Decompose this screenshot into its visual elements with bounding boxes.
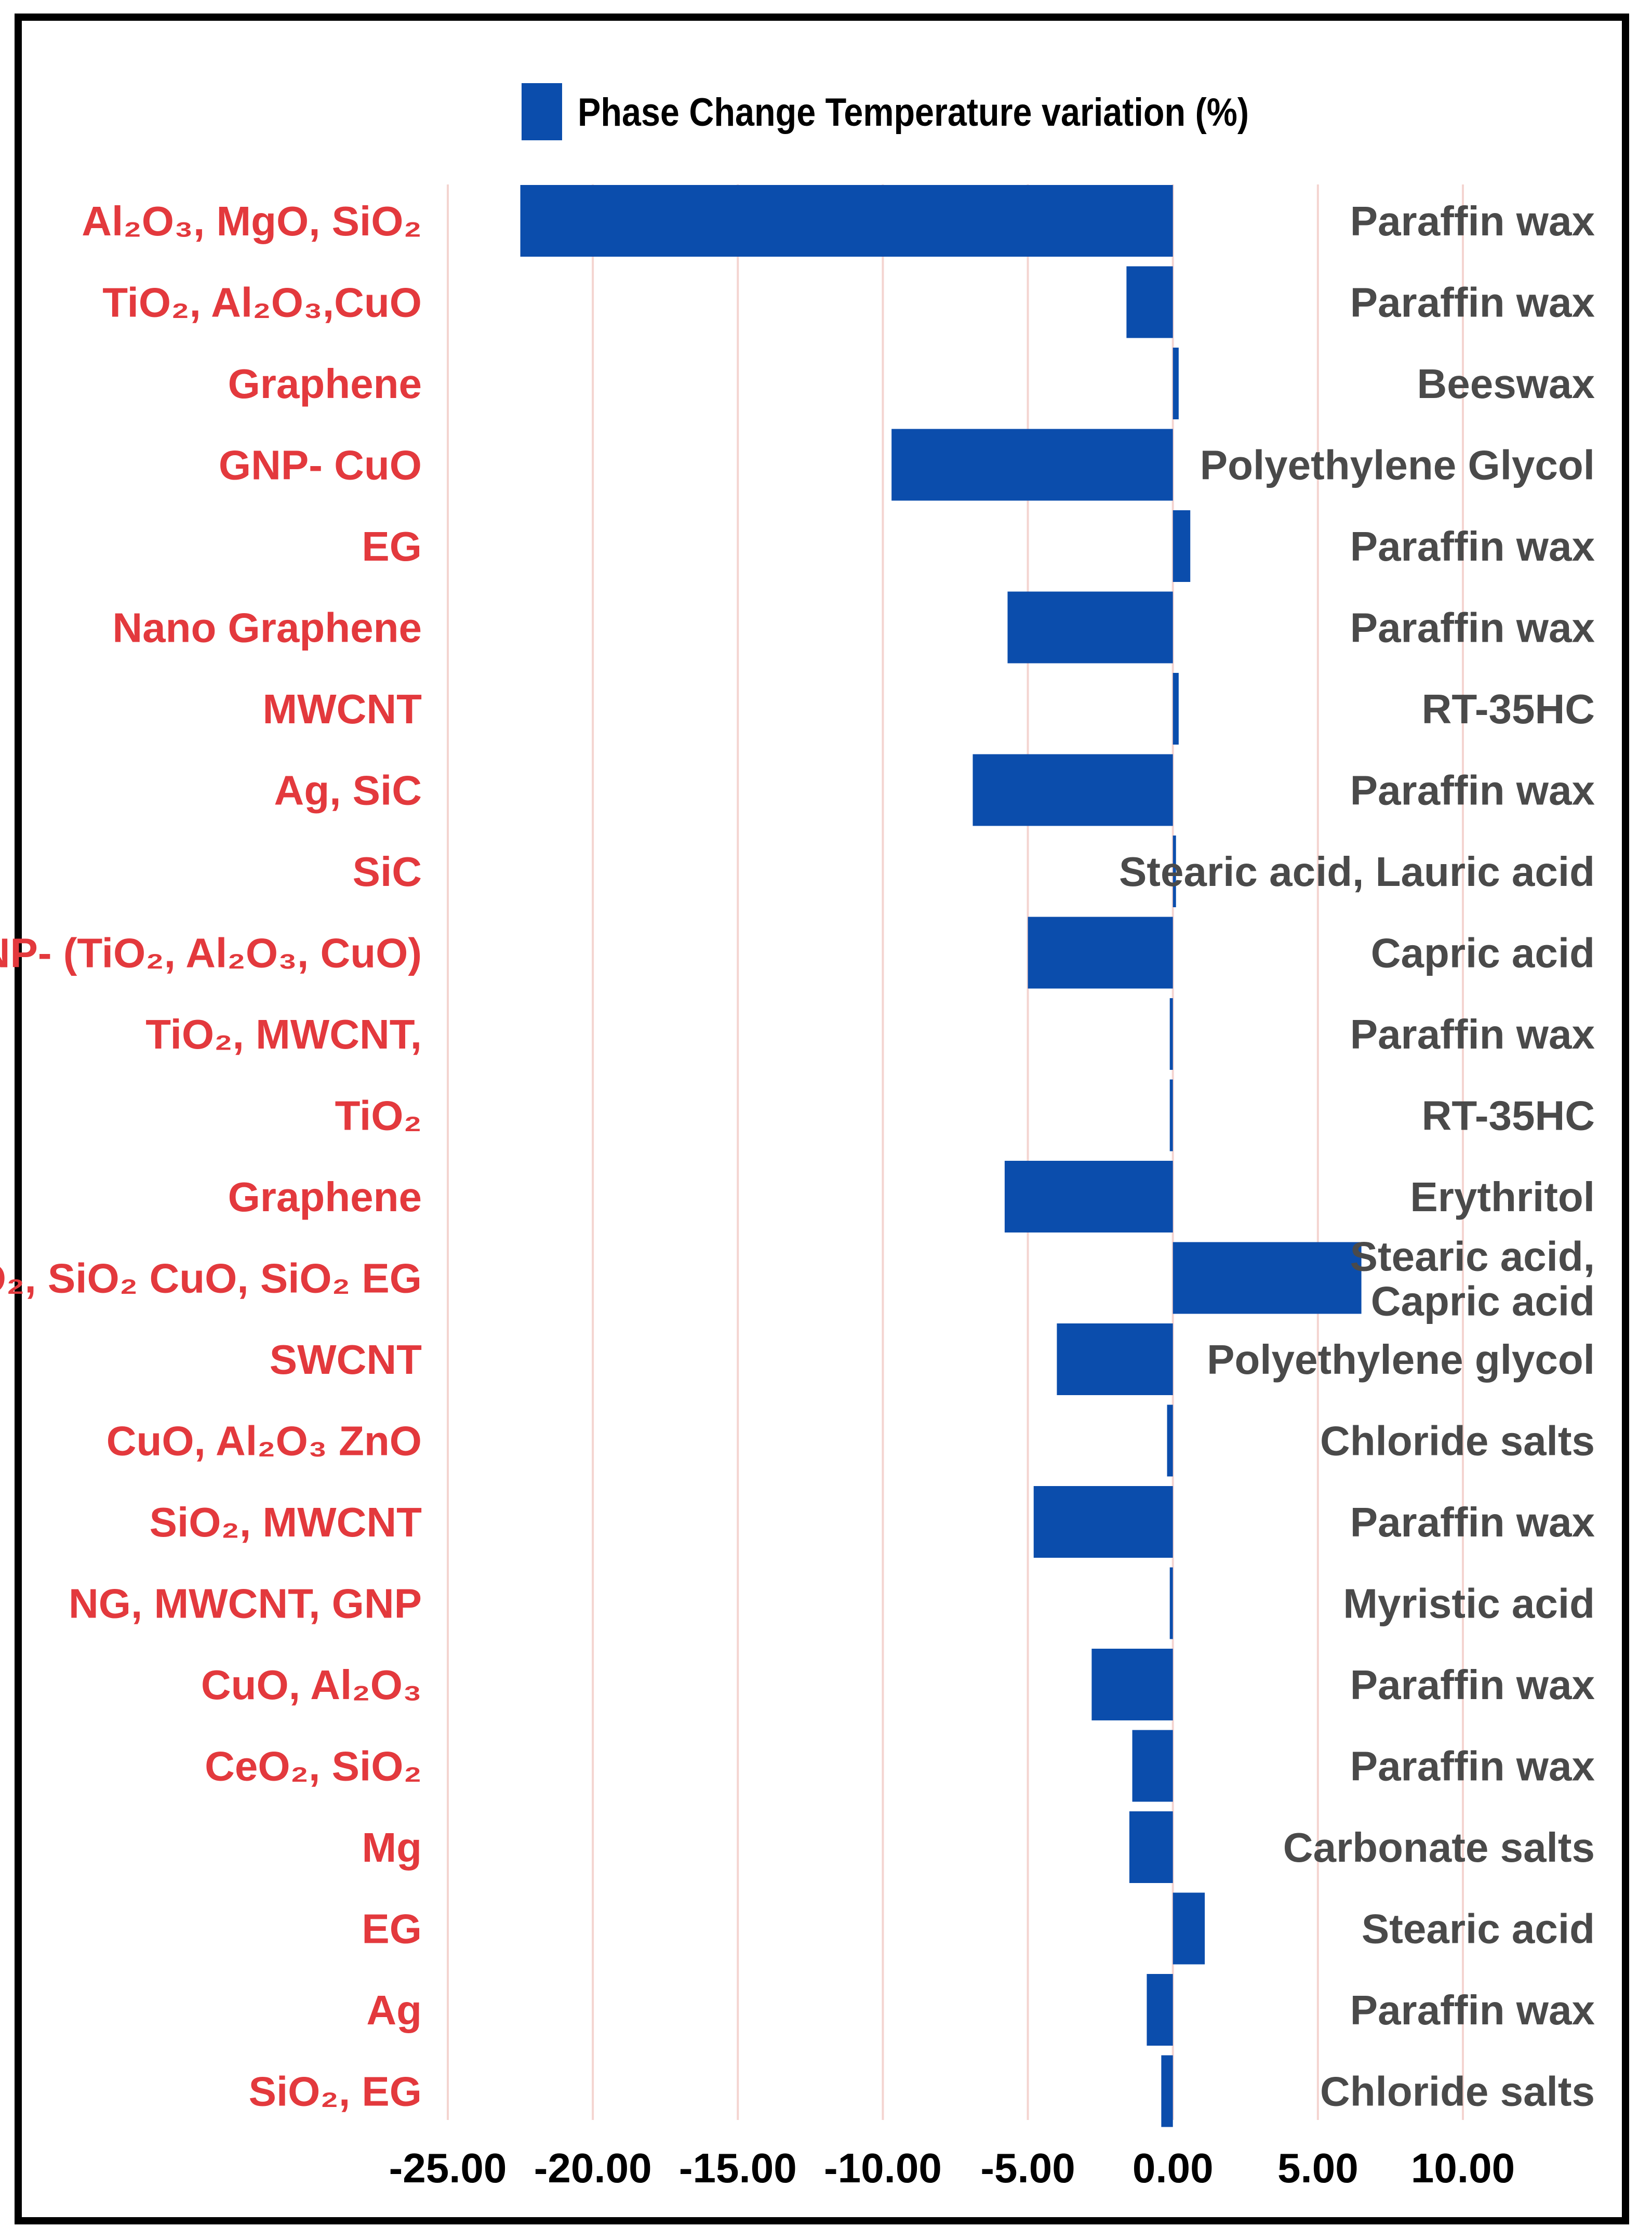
category-label: Graphene — [228, 361, 422, 407]
category-label: SiC — [353, 849, 422, 895]
bar — [1147, 1974, 1173, 2046]
category-label: GNP- (TiO₂, Al₂O₃, CuO) — [0, 930, 422, 976]
base-material-label: Chloride salts — [1320, 2069, 1595, 2115]
category-label: SiO₂, SiO₂ CuO, SiO₂ EG — [0, 1255, 422, 1302]
base-material-label: RT-35HC — [1422, 1093, 1595, 1139]
bar — [1173, 673, 1179, 745]
legend-label: Phase Change Temperature variation (%) — [578, 90, 1249, 135]
category-label: MWCNT — [262, 686, 422, 732]
x-tick-label: -20.00 — [534, 2145, 652, 2191]
bar — [520, 185, 1173, 257]
base-material-label: Chloride salts — [1320, 1418, 1595, 1464]
bar — [1129, 1811, 1173, 1883]
x-tick-label: 0.00 — [1133, 2145, 1214, 2191]
category-label: EG — [362, 523, 422, 569]
base-material-label: Erythritol — [1410, 1174, 1595, 1220]
category-label: SiO₂, EG — [249, 2069, 422, 2115]
x-tick-label: -5.00 — [980, 2145, 1075, 2191]
bar — [1169, 998, 1173, 1070]
base-material-label: Stearic acid — [1362, 1906, 1595, 1952]
bar — [1167, 1404, 1173, 1477]
category-label: Nano Graphene — [112, 605, 422, 651]
category-label: SWCNT — [270, 1336, 422, 1383]
base-material-label: Paraffin wax — [1350, 1743, 1595, 1790]
bar — [1126, 266, 1173, 338]
legend-swatch — [522, 83, 562, 140]
category-label: Mg — [362, 1824, 422, 1871]
base-material-label: Capric acid — [1371, 1278, 1595, 1324]
category-label: EG — [362, 1906, 422, 1952]
base-material-label: Paraffin wax — [1350, 767, 1595, 814]
category-label: CuO, Al₂O₃ ZnO — [106, 1418, 422, 1464]
legend: Phase Change Temperature variation (%) — [522, 83, 1249, 140]
x-tick-label: 5.00 — [1277, 2145, 1358, 2191]
base-material-labels: Paraffin wax Paraffin wax Beeswax Polyethyl… — [1119, 198, 1595, 2115]
category-label: NG, MWCNT, GNP — [69, 1581, 422, 1627]
category-label: SiO₂, MWCNT — [150, 1499, 422, 1545]
bar — [1173, 836, 1176, 907]
base-material-label: Stearic acid, — [1350, 1234, 1595, 1280]
base-material-label: Paraffin wax — [1350, 280, 1595, 326]
category-label: Ag, SiC — [274, 767, 422, 814]
category-label: CuO, Al₂O₃ — [201, 1662, 422, 1708]
bar — [1132, 1730, 1173, 1802]
base-material-label: Paraffin wax — [1350, 1499, 1595, 1545]
bar — [1173, 1242, 1362, 1314]
category-label: Al₂O₃, MgO, SiO₂ — [82, 198, 422, 244]
bar — [1004, 1161, 1173, 1232]
x-tick-label: -15.00 — [679, 2145, 797, 2191]
category-label: GNP- CuO — [219, 442, 422, 488]
category-label: TiO₂ — [335, 1093, 422, 1139]
base-material-label: Beeswax — [1417, 361, 1595, 407]
bar — [1173, 348, 1179, 419]
category-label: TiO₂, Al₂O₃,CuO — [102, 280, 422, 326]
base-material-label: Paraffin wax — [1350, 605, 1595, 651]
bar — [1169, 1079, 1173, 1151]
base-material-label: Paraffin wax — [1350, 1011, 1595, 1057]
base-material-label: Paraffin wax — [1350, 1987, 1595, 2033]
base-material-label: Myristic acid — [1343, 1581, 1595, 1627]
base-material-label: Paraffin wax — [1350, 1662, 1595, 1708]
category-label: CeO₂, SiO₂ — [205, 1743, 422, 1790]
bar — [1007, 591, 1173, 664]
x-axis-ticks: -25.00 -20.00 -15.00 -10.00 -5.00 0.00 5.00 10.… — [389, 2145, 1515, 2191]
base-material-label: Capric acid — [1371, 930, 1595, 976]
x-tick-label: -25.00 — [389, 2145, 507, 2191]
bar — [1161, 2055, 1173, 2127]
base-material-label: Polyethylene glycol — [1207, 1336, 1595, 1383]
base-material-label: Stearic acid, Lauric acid — [1119, 849, 1595, 895]
bar — [1033, 1486, 1173, 1558]
base-material-label: Paraffin wax — [1350, 198, 1595, 244]
bar — [972, 754, 1173, 826]
bar — [1057, 1323, 1173, 1395]
bar — [1169, 1567, 1173, 1639]
category-label: Ag — [366, 1987, 422, 2033]
bar — [891, 429, 1173, 501]
bar — [1173, 1892, 1205, 1965]
category-labels: Al₂O₃, MgO, SiO₂ TiO₂, Al₂O₃,CuO Graphene G… — [0, 198, 422, 2115]
bars — [520, 185, 1362, 2127]
base-material-label: Carbonate salts — [1283, 1824, 1595, 1871]
x-tick-label: -10.00 — [824, 2145, 942, 2191]
category-label: Graphene — [228, 1174, 422, 1220]
chart-frame — [15, 14, 1629, 2224]
bar — [1173, 510, 1191, 582]
base-material-label: RT-35HC — [1422, 686, 1595, 732]
category-label: TiO₂, MWCNT, — [145, 1011, 422, 1057]
x-tick-label: 10.00 — [1411, 2145, 1515, 2191]
base-material-label: Paraffin wax — [1350, 523, 1595, 569]
bar — [1091, 1649, 1173, 1720]
gridlines — [447, 184, 1464, 2120]
bar — [1028, 917, 1173, 989]
base-material-label: Polyethylene Glycol — [1200, 442, 1595, 488]
